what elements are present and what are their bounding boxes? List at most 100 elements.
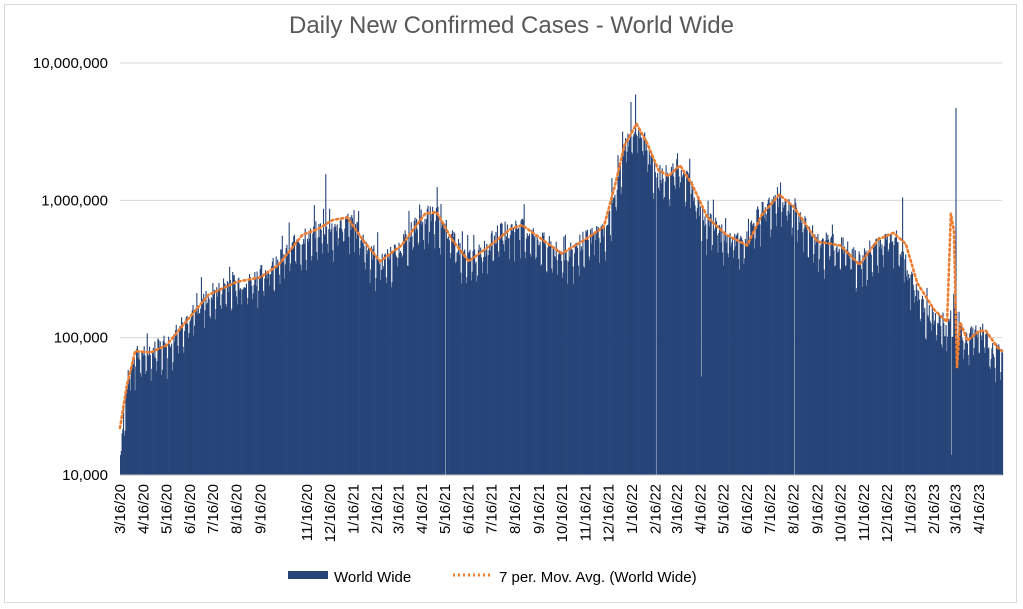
bar (903, 282, 905, 475)
x-tick-label: 1/16/21 (345, 484, 362, 534)
bar (406, 236, 408, 475)
bar (426, 208, 428, 475)
bar (219, 305, 222, 475)
bar (754, 238, 756, 475)
bar (572, 266, 574, 475)
bar (437, 206, 439, 475)
x-tick-label: 5/16/22 (716, 484, 733, 534)
bar (517, 228, 519, 475)
bar (288, 222, 290, 475)
bar (744, 238, 746, 475)
bar (628, 146, 630, 475)
bar (197, 313, 199, 475)
bar (963, 359, 965, 475)
bar (725, 242, 727, 475)
bar (889, 243, 891, 475)
bar (921, 299, 923, 475)
bar (764, 207, 766, 476)
bar (252, 293, 254, 475)
bar (268, 285, 270, 475)
bar (148, 356, 150, 475)
bar (717, 252, 719, 475)
bar (878, 236, 880, 475)
bar (845, 265, 847, 475)
bar (228, 292, 230, 475)
bar (374, 253, 376, 475)
bar (870, 254, 872, 475)
bar (446, 237, 448, 475)
bar (503, 251, 505, 475)
bar (670, 166, 672, 475)
bar (862, 255, 864, 475)
bar (801, 216, 803, 475)
bar (612, 203, 614, 475)
bar (508, 238, 510, 475)
x-tick-label: 2/16/23 (926, 484, 943, 534)
bar (177, 345, 179, 475)
bar (231, 308, 233, 475)
bar (335, 231, 338, 475)
bar (758, 218, 760, 475)
bar (821, 238, 824, 475)
bar (182, 346, 184, 475)
bar (375, 277, 377, 475)
bar (989, 368, 991, 475)
bar (193, 335, 195, 475)
bar (783, 205, 785, 475)
bar (660, 183, 663, 476)
bar (644, 150, 647, 475)
bar (865, 250, 867, 475)
bar (913, 290, 915, 475)
bar (277, 265, 280, 475)
bar (412, 247, 415, 475)
x-tick-label: 11/16/21 (577, 484, 594, 541)
bar (699, 216, 701, 476)
bar (185, 317, 187, 475)
bar (483, 257, 485, 475)
bar (525, 258, 527, 475)
bar (796, 207, 798, 476)
bar (296, 239, 298, 475)
bar (429, 206, 431, 476)
bar (574, 246, 576, 475)
x-tick-label: 6/16/21 (461, 484, 478, 534)
bar (811, 234, 813, 475)
bar (575, 242, 577, 475)
bar (583, 267, 585, 475)
bar (674, 189, 676, 476)
bar (399, 252, 401, 475)
bar (387, 257, 389, 475)
bar (314, 238, 316, 475)
bar (978, 352, 980, 475)
x-tick-label: 6/16/20 (182, 484, 199, 534)
bar (413, 220, 415, 475)
bar (974, 329, 976, 475)
bar (622, 156, 624, 475)
bar (914, 302, 916, 475)
bar (448, 240, 450, 475)
bar (496, 243, 498, 475)
bar (370, 269, 372, 475)
bar (929, 320, 931, 475)
bar (869, 240, 871, 475)
bar (192, 305, 194, 475)
bar (848, 252, 850, 475)
bar (986, 333, 988, 475)
bar (940, 325, 942, 475)
bar (994, 367, 996, 475)
bar (737, 232, 739, 475)
bar (184, 330, 186, 475)
bar (342, 231, 344, 475)
bar (158, 339, 160, 475)
bar (238, 277, 240, 475)
bar (573, 253, 576, 475)
bar (713, 231, 715, 475)
bar (748, 244, 750, 475)
bar (665, 165, 667, 476)
bar (441, 227, 443, 475)
bar (332, 261, 334, 475)
bar (923, 312, 925, 475)
x-tick-label: 3/16/22 (669, 484, 686, 534)
bar (326, 226, 328, 475)
bar (870, 251, 872, 475)
